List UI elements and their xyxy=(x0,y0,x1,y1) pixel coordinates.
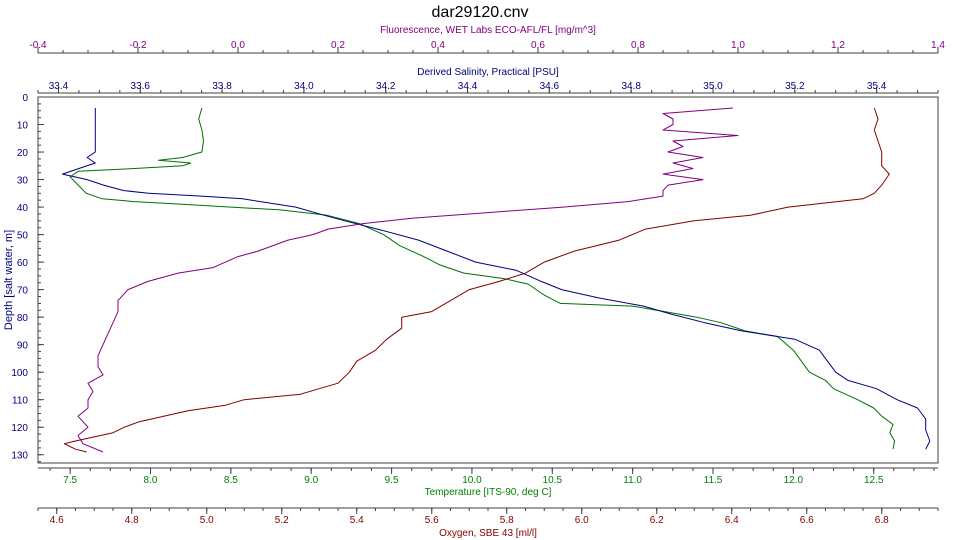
salinity-tick-label: 35.0 xyxy=(703,81,723,92)
depth-tick-label: 20 xyxy=(17,148,29,159)
temperature-tick-label: 11.0 xyxy=(623,475,642,486)
oxygen-tick-label: 5.8 xyxy=(500,515,514,526)
temperature-tick-label: 12.0 xyxy=(784,475,804,486)
depth-tick-label: 130 xyxy=(11,451,28,462)
depth-tick-label: 110 xyxy=(12,396,28,407)
temperature-tick-label: 10.5 xyxy=(543,475,563,486)
fluorescence-tick-label: 0.8 xyxy=(631,40,645,51)
fluorescence-tick-label: 1.4 xyxy=(931,40,945,51)
fluorescence-tick-label: 0.2 xyxy=(331,40,345,51)
depth-tick-label: 80 xyxy=(17,313,29,324)
temperature-tick-label: 9.5 xyxy=(385,475,399,486)
oxygen-tick-label: 4.6 xyxy=(50,515,64,526)
oxygen-tick-label: 6.6 xyxy=(800,515,814,526)
salinity-tick-label: 34.8 xyxy=(621,81,641,92)
salinity-tick-label: 34.0 xyxy=(294,81,314,92)
temperature-tick-label: 12.5 xyxy=(864,475,884,486)
oxygen-profile-line xyxy=(63,107,890,453)
fluorescence-tick-label: 1.2 xyxy=(831,40,845,51)
oxygen-tick-label: 5.4 xyxy=(350,515,364,526)
temperature-axis-title: Temperature [ITS-90, deg C] xyxy=(425,487,552,498)
oxygen-tick-label: 4.8 xyxy=(125,515,139,526)
depth-tick-label: 0 xyxy=(22,93,28,104)
temperature-tick-label: 7.5 xyxy=(63,475,77,486)
salinity-tick-label: 33.8 xyxy=(212,81,232,92)
depth-tick-label: 100 xyxy=(11,368,28,379)
temperature-tick-label: 8.0 xyxy=(144,475,158,486)
temperature-tick-label: 11.5 xyxy=(704,475,723,486)
oxygen-tick-label: 5.2 xyxy=(275,515,289,526)
oxygen-tick-label: 6.4 xyxy=(725,515,739,526)
oxygen-tick-label: 5.6 xyxy=(425,515,439,526)
plot-area-frame xyxy=(37,96,939,464)
fluorescence-profile-line xyxy=(77,107,739,453)
oxygen-tick-label: 6.0 xyxy=(575,515,589,526)
salinity-tick-label: 35.4 xyxy=(867,81,887,92)
salinity-tick-label: 34.6 xyxy=(540,81,560,92)
oxygen-axis-title: Oxygen, SBE 43 [ml/l] xyxy=(439,528,537,539)
depth-tick-label: 40 xyxy=(17,203,29,214)
salinity-tick-label: 33.6 xyxy=(131,81,151,92)
depth-tick-label: 10 xyxy=(17,121,29,132)
series-layer xyxy=(62,107,931,453)
temperature-tick-label: 8.5 xyxy=(224,475,238,486)
fluorescence-tick-label: -0.2 xyxy=(129,40,147,51)
salinity-tick-label: 33.4 xyxy=(49,81,69,92)
oxygen-tick-label: 6.8 xyxy=(875,515,889,526)
fluorescence-axis-title: Fluorescence, WET Labs ECO-AFL/FL [mg/m^… xyxy=(380,25,596,36)
temperature-tick-label: 9.0 xyxy=(304,475,318,486)
chart-title: dar29120.cnv xyxy=(432,4,529,21)
depth-axis-title: Depth [salt water, m] xyxy=(3,230,15,330)
depth-tick-label: 120 xyxy=(11,423,28,434)
oxygen-tick-label: 6.2 xyxy=(650,515,664,526)
depth-tick-label: 30 xyxy=(17,176,29,187)
fluorescence-tick-label: 0.4 xyxy=(431,40,445,51)
temperature-profile-line xyxy=(69,107,896,450)
salinity-axis: 33.4 33.6 33.8 34.0 34.2 34.4 34.6 34.8 35.0 35.2… xyxy=(37,67,939,94)
salinity-tick-label: 35.2 xyxy=(785,81,805,92)
depth-tick-label: 50 xyxy=(17,231,29,242)
salinity-tick-label: 34.2 xyxy=(376,81,396,92)
depth-tick-label: 90 xyxy=(17,341,29,352)
salinity-profile-line xyxy=(62,108,931,450)
axes-layer: -0.4 -0.2 0.0 0.2 0.4 0.6 0.8 1.0 1.2 1.4 Fluoresc… xyxy=(3,25,945,539)
oxygen-axis: 4.6 4.8 5.0 5.2 5.4 5.6 5.8 6.0 6.2 6.4 6.6 6.8 Oxyg… xyxy=(37,507,939,539)
oxygen-tick-label: 5.0 xyxy=(200,515,214,526)
salinity-tick-label: 34.4 xyxy=(458,81,478,92)
fluorescence-tick-label: -0.4 xyxy=(29,40,47,51)
depth-axis: 0 10 20 30 40 50 60 70 80 90 100 110 120 130 Depth [sa… xyxy=(3,93,44,463)
salinity-axis-title: Derived Salinity, Practical [PSU] xyxy=(417,67,559,78)
depth-tick-label: 60 xyxy=(17,258,29,269)
fluorescence-tick-label: 1.0 xyxy=(731,40,745,51)
temperature-tick-label: 10.0 xyxy=(462,475,482,486)
depth-tick-label: 70 xyxy=(17,286,29,297)
fluorescence-axis: -0.4 -0.2 0.0 0.2 0.4 0.6 0.8 1.0 1.2 1.4 Fluoresc… xyxy=(29,25,945,54)
fluorescence-tick-label: 0.6 xyxy=(531,40,545,51)
temperature-axis: 7.5 8.0 8.5 9.0 9.5 10.0 10.5 11.0 11.5 12.0 12.5 T… xyxy=(38,467,938,498)
fluorescence-tick-label: 0.0 xyxy=(231,40,245,51)
